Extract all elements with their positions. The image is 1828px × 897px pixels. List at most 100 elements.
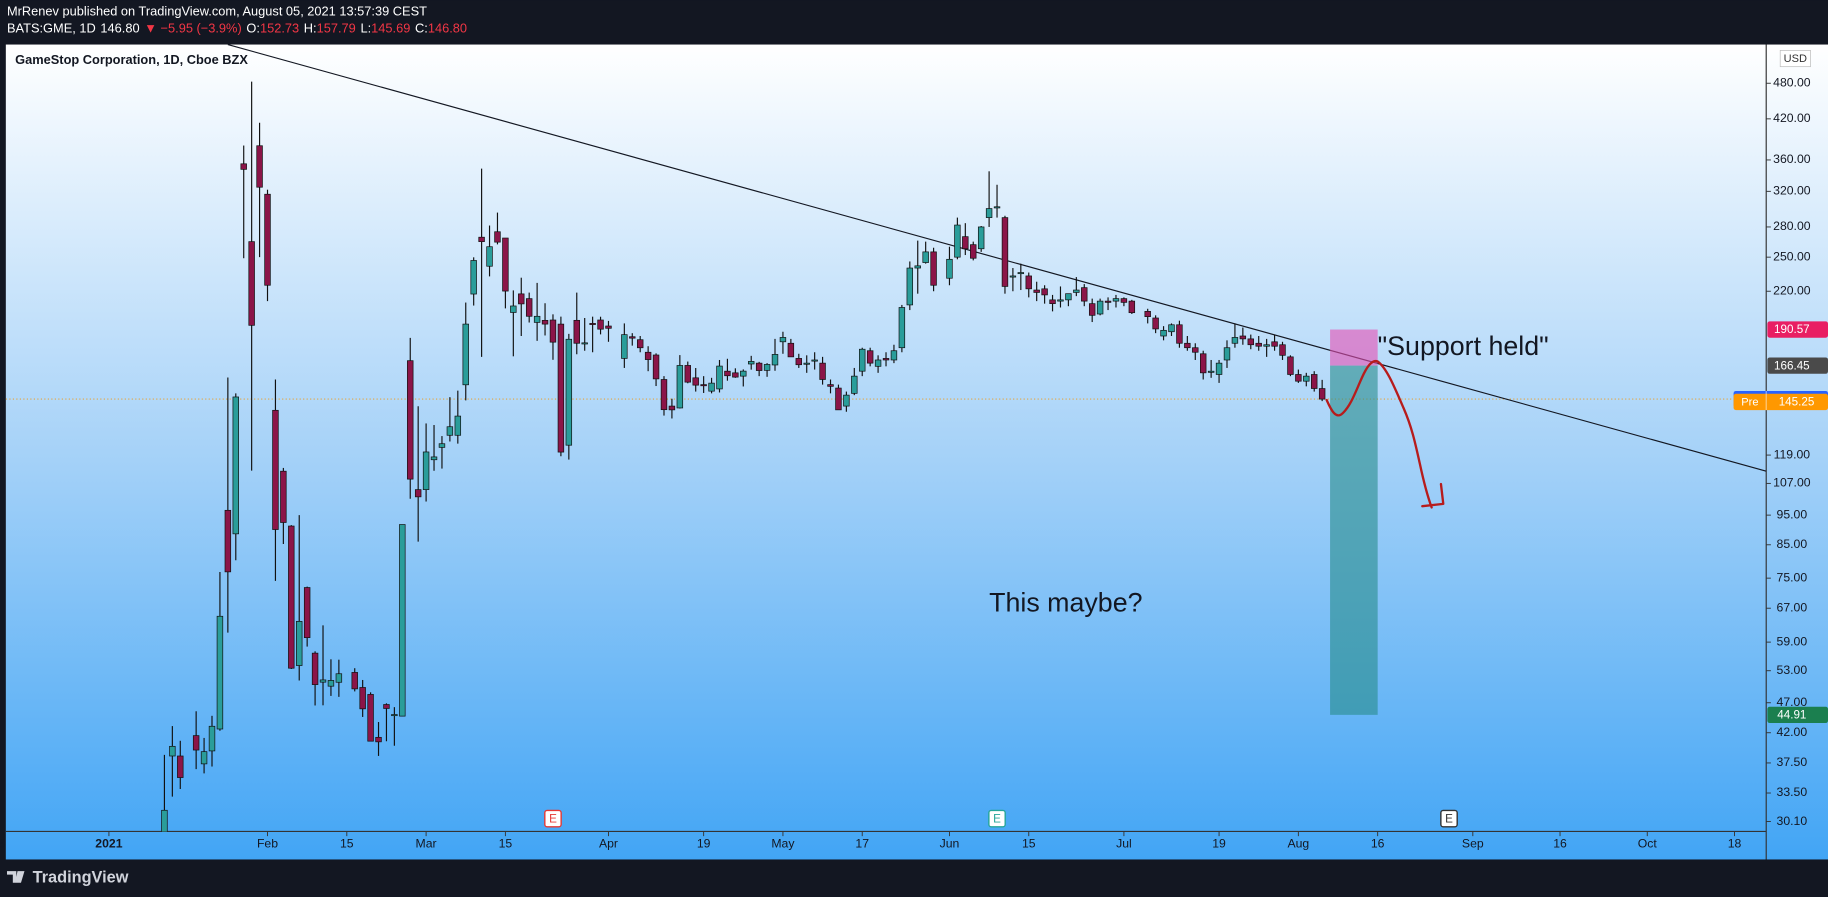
candle-body [898,307,906,349]
y-tick-label: 53.00 [1777,663,1808,677]
candle-body [272,409,279,530]
candle-body [288,525,295,669]
x-tick-label: Jul [1116,837,1132,851]
x-tick-label: Apr [599,837,618,851]
candle-body [874,359,882,367]
candle-body [494,231,501,243]
currency-label: USD [1784,53,1807,65]
candle-body [1279,344,1286,356]
candle-body [1223,347,1231,361]
x-tick-label: Mar [416,837,437,851]
candle-body [636,339,644,349]
event-label: E [1445,812,1453,825]
candle-body [359,687,366,710]
candle-body [1017,272,1025,275]
y-tick-label: 420.00 [1773,111,1811,125]
candle-body [787,342,795,358]
candle-body [652,354,660,380]
candle-body [1128,300,1136,314]
candle-body [224,509,232,573]
price-tag: Pre [1741,396,1758,408]
candle-body [280,470,287,523]
candle-body [700,384,707,387]
y-tick-label: 42.00 [1777,725,1808,739]
candle-body [1120,298,1128,303]
y-tick-label: 360.00 [1773,152,1811,166]
chart-legend: GameStop Corporation, 1D, Cboe BZX [15,52,248,67]
candle-body [644,351,652,360]
candle-body [565,338,573,446]
candle-body [1073,289,1080,293]
candle-body [533,315,541,323]
candle-body [866,350,874,364]
candle-body [351,672,358,690]
x-tick-label: May [771,837,795,851]
candle-body [573,319,580,344]
candle-body [581,342,588,345]
quote-part: L: [360,21,371,36]
candle-body [755,362,763,371]
candle-body [478,236,485,242]
candle-body [954,224,961,258]
x-tick-label: 17 [855,837,869,851]
candle-body [811,359,818,362]
candle-body [414,489,422,498]
candle-body [319,679,327,683]
x-tick-label: Feb [257,837,278,851]
candle-body [1088,303,1096,316]
y-tick-label: 320.00 [1773,184,1811,198]
price-label: 145.25 [1779,396,1815,409]
candle-body [1239,335,1247,340]
candle-body [1033,289,1040,293]
candle-body [1065,293,1072,301]
candle-body [510,305,517,313]
candle-body [716,365,723,390]
candle-body [890,350,898,361]
x-tick-label: 2021 [95,837,122,851]
candle-body [1112,298,1120,302]
annotation: This maybe? [989,587,1142,617]
candle-body [803,362,810,365]
candle-body [1144,311,1151,318]
published-line: MrRenev published on TradingView.com, Au… [7,3,427,18]
candle-body [446,426,454,436]
candle-body [962,236,969,250]
candle-body [1041,288,1048,296]
candle-body [930,251,937,286]
candle-body [208,725,216,752]
candle-body [391,714,398,717]
candle-body [1081,287,1088,302]
candle-body [177,755,184,778]
event-marker [988,809,1006,828]
candle-body [1215,362,1223,375]
x-tick-label: 15 [340,837,354,851]
candle-body [1318,388,1326,400]
candle-body [1176,324,1183,344]
candle-body [668,405,676,411]
candle-body [819,362,826,380]
freehand-arrow [1325,359,1433,509]
candle-body [763,364,771,371]
x-tick-label: 19 [1212,837,1226,851]
candle-body [1287,356,1294,375]
event-label: E [993,812,1001,825]
candle-body [296,621,303,666]
candle-body [486,246,493,267]
price-label: 44.91 [1777,709,1806,722]
candle-body [502,237,509,292]
candle-body [1192,347,1199,353]
candle-body [827,384,834,387]
candle-body [914,265,921,269]
quote-line: BATS:GME, 1D 146.80 ▼ −5.95 (−3.9%) O:152.7… [7,21,467,36]
x-tick-label: 15 [0,837,5,851]
candle-body [216,615,224,730]
candle-body [399,524,406,717]
price-label: 190.57 [1774,323,1810,336]
candle-body [1311,374,1318,389]
candle-body [518,293,525,305]
candle-body [256,145,263,188]
event-marker [1440,809,1458,828]
candle-body [597,319,604,330]
candle-body [977,226,985,250]
